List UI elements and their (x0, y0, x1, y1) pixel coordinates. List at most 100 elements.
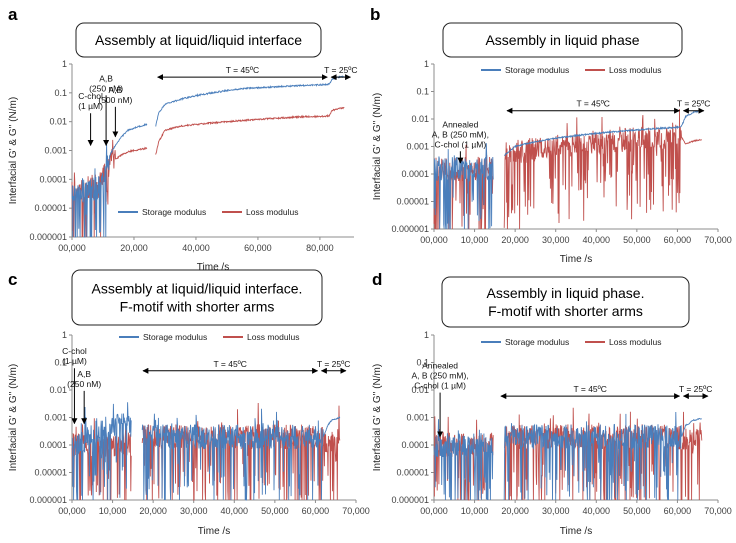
x-tick-label: 60,000 (664, 235, 692, 245)
y-tick-label: 0.1 (54, 358, 67, 368)
annotation-label: (1 µM) (78, 101, 103, 111)
y-tick-label: 0.001 (44, 146, 67, 156)
legend-label: Storage modulus (505, 65, 569, 75)
panel-label: a (8, 5, 18, 24)
x-axis-label: Time /s (560, 254, 592, 265)
annotation-label: A,B (77, 369, 91, 379)
x-tick-label: 50,000 (623, 235, 651, 245)
x-tick-label: 00,000 (420, 235, 448, 245)
temperature-span-label: T = 25ºC (317, 359, 350, 369)
y-tick-label: 0.0001 (401, 440, 429, 450)
y-tick-label: 0.000001 (29, 495, 67, 505)
chart-title: Assembly in liquid phase (485, 32, 639, 48)
y-tick-label: 1 (424, 59, 429, 69)
x-axis-label: Time /s (560, 526, 592, 537)
x-tick-label: 30,000 (542, 235, 570, 245)
annotation-label: (250 nM) (67, 379, 101, 389)
y-tick-label: 0.001 (406, 142, 429, 152)
temperature-span-label: T = 45ºC (214, 359, 247, 369)
annotation-label: (1 µM) (62, 356, 87, 366)
series-line-storage-modulus (433, 110, 703, 230)
annotation-label: C-chol (1 µM) (414, 381, 466, 391)
y-tick-label: 0.01 (411, 114, 429, 124)
annotation-label: A,B (109, 85, 123, 95)
y-tick-label: 0.00001 (396, 468, 429, 478)
x-tick-label: 50,000 (261, 506, 289, 516)
x-tick-label: 80,000 (306, 243, 334, 253)
x-tick-label: 30,000 (542, 506, 570, 516)
x-tick-label: 70,000 (704, 506, 732, 516)
x-tick-label: 30,000 (180, 506, 208, 516)
annotation-label: (500 nM) (98, 95, 132, 105)
x-tick-label: 70,000 (342, 506, 370, 516)
x-tick-label: 20,000 (139, 506, 167, 516)
annotation-label: Annealed (442, 119, 478, 129)
chart-panel-c: c Assembly at liquid/liquid interface. F-m… (8, 269, 370, 537)
y-tick-label: 0.00001 (34, 203, 67, 213)
y-tick-label: 0.000001 (391, 224, 429, 234)
x-tick-label: 40,000 (221, 506, 249, 516)
x-tick-label: 20,000 (120, 243, 148, 253)
annotation-label: C-chol (1 µM) (435, 139, 487, 149)
y-axis-label: Interfacial G' & G'' (N/m) (8, 364, 19, 471)
y-axis-label: Interfacial G' & G'' (N/m) (372, 93, 383, 200)
x-tick-label: 10,000 (461, 235, 489, 245)
panel-label: b (370, 5, 380, 24)
annotation-label: A, B (250 mM), (432, 129, 489, 139)
x-tick-label: 60,000 (244, 243, 272, 253)
legend-label: Loss modulus (609, 337, 661, 347)
temperature-span-label: T = 25ºC (324, 65, 357, 75)
legend-label: Loss modulus (246, 207, 298, 217)
y-tick-label: 0.0001 (39, 174, 67, 184)
temperature-span-label: T = 45ºC (577, 99, 610, 109)
y-tick-label: 0.1 (54, 88, 67, 98)
x-tick-label: 70,000 (704, 235, 732, 245)
legend-label: Storage modulus (505, 337, 569, 347)
x-tick-label: 60,000 (302, 506, 330, 516)
y-tick-label: 0.001 (406, 413, 429, 423)
y-tick-label: 0.00001 (396, 197, 429, 207)
temperature-span-label: T = 25ºC (679, 384, 712, 394)
y-tick-label: 0.000001 (391, 495, 429, 505)
legend-label: Loss modulus (609, 65, 661, 75)
y-tick-label: 1 (424, 330, 429, 340)
title-box (441, 276, 690, 328)
x-axis-label: Time /s (197, 262, 229, 273)
title-box (442, 22, 683, 58)
y-axis-label: Interfacial G' & G'' (N/m) (8, 97, 19, 204)
annotation-label: (250 nM) (89, 83, 123, 93)
chart-title: Assembly at liquid/liquid interface. (92, 281, 303, 297)
panel-label: c (8, 270, 17, 289)
title-box (71, 269, 323, 326)
y-tick-label: 0.0001 (39, 440, 67, 450)
temperature-span-label: T = 25ºC (677, 99, 710, 109)
legend-label: Loss modulus (247, 332, 299, 342)
x-tick-label: 60,000 (664, 506, 692, 516)
temperature-span-label: T = 45ºC (226, 65, 259, 75)
y-tick-label: 0.001 (44, 413, 67, 423)
y-tick-label: 1 (62, 59, 67, 69)
chart-title: Assembly at liquid/liquid interface (95, 32, 302, 48)
y-axis-label: Interfacial G' & G'' (N/m) (372, 364, 383, 471)
y-tick-label: 1 (62, 330, 67, 340)
y-tick-label: 0.01 (49, 385, 67, 395)
legend-label: Storage modulus (142, 207, 206, 217)
x-tick-label: 00,000 (420, 506, 448, 516)
annotation-label: Annealed (422, 361, 458, 371)
chart-panel-a: a Assembly at liquid/liquid interface 1 0.1… (8, 5, 358, 273)
y-tick-label: 0.000001 (29, 232, 67, 242)
x-tick-label: 00,000 (58, 506, 86, 516)
annotation-label: C-chol (62, 346, 87, 356)
x-tick-label: 10,000 (99, 506, 127, 516)
x-tick-label: 10,000 (461, 506, 489, 516)
x-axis-label: Time /s (198, 526, 230, 537)
y-tick-label: 0.00001 (34, 468, 67, 478)
series-line-storage-modulus (71, 75, 345, 238)
y-tick-label: 0.1 (416, 87, 429, 97)
x-tick-label: 20,000 (501, 235, 529, 245)
x-tick-label: 20,000 (501, 506, 529, 516)
chart-panel-d: d Assembly in liquid phase. F-motif with s… (372, 270, 732, 537)
chart-panel-b: b Assembly in liquid phase 1 0.1 0.01 0.001 0.… (370, 5, 732, 265)
y-tick-label: 0.01 (411, 385, 429, 395)
